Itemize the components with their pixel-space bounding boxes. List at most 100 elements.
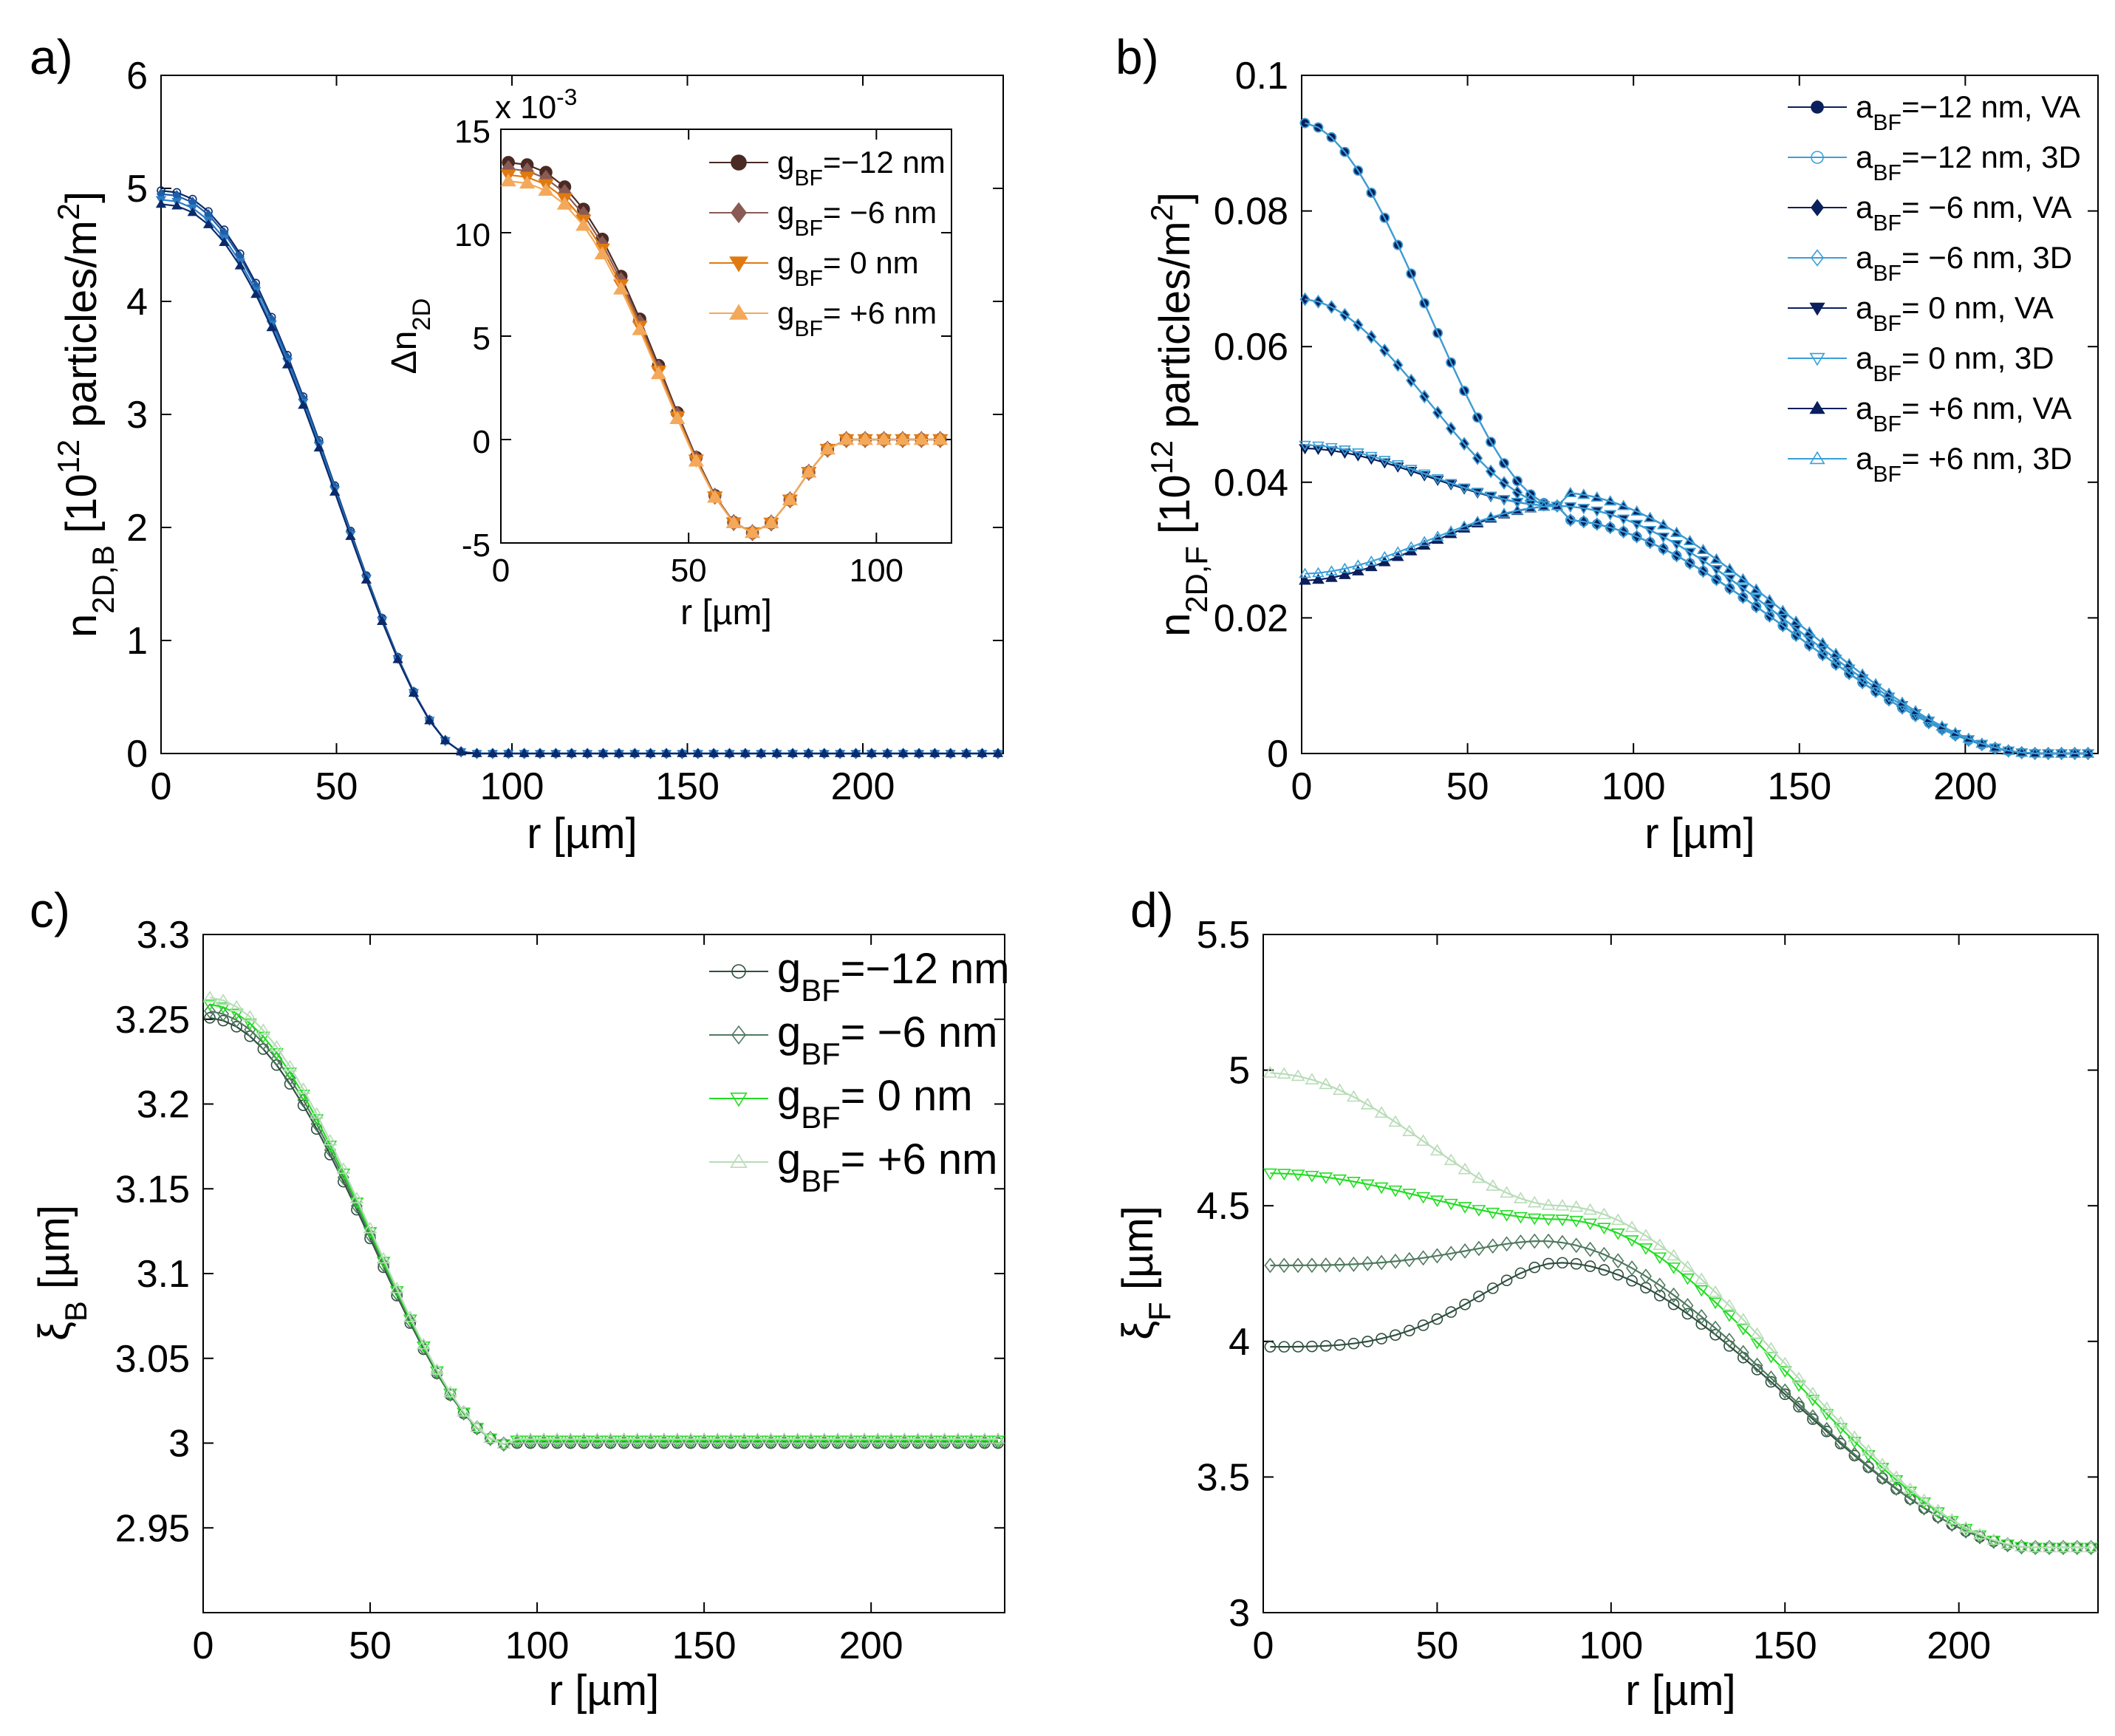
legend-text-part: BF <box>801 973 840 1008</box>
series-3-marker <box>1791 1371 1806 1384</box>
series-2-marker <box>470 1423 485 1435</box>
legend-text-part: BF <box>1873 161 1902 185</box>
series-5-marker <box>1511 497 1524 508</box>
series-2-marker <box>790 1435 805 1448</box>
series-2-marker <box>1777 1366 1792 1378</box>
legend-text-part: BF <box>1873 362 1902 386</box>
inset-series-3-marker <box>500 173 516 187</box>
series-3-marker <box>550 1432 564 1444</box>
series-3-marker <box>349 1192 364 1203</box>
inset-series-3-marker <box>519 175 536 189</box>
inset-series-3-marker <box>688 453 704 467</box>
series-7-marker <box>1989 741 2002 752</box>
series-7-marker <box>1564 487 1577 497</box>
series-0-marker <box>1473 1291 1485 1302</box>
series-0-marker <box>1695 1318 1708 1330</box>
y-tick-label: 3.05 <box>115 1338 190 1381</box>
series-5-marker <box>1723 574 1736 585</box>
series-5-marker <box>1684 547 1696 558</box>
inset-series-3-line <box>508 180 940 534</box>
y-axis-label: ξB [µm] <box>30 1205 93 1341</box>
series-2-marker <box>496 1439 511 1452</box>
series-2-marker <box>1653 1252 1667 1265</box>
series-5-marker <box>1617 514 1630 525</box>
series-5-marker <box>1524 499 1537 510</box>
series-7-marker <box>1829 647 1842 658</box>
series-5-marker <box>1339 445 1351 456</box>
series-3-marker <box>739 748 751 757</box>
series-2-marker <box>1416 1192 1431 1204</box>
series-3-marker <box>1861 1444 1876 1456</box>
series-1-marker <box>1709 1320 1722 1336</box>
y-axis-label-part: particles/m <box>58 220 106 440</box>
series-3-marker <box>1333 1083 1347 1096</box>
legend-text-part: a <box>1856 190 1873 225</box>
y-tick-label: 4 <box>1229 1321 1250 1364</box>
series-3-marker <box>483 1431 498 1443</box>
series-2-marker <box>910 1435 925 1448</box>
series-7-marker <box>1511 504 1524 515</box>
panel-label-a: a) <box>30 30 73 84</box>
series-3-marker <box>1671 549 1682 563</box>
series-3-marker <box>283 1059 298 1072</box>
series-5-marker <box>1564 502 1577 513</box>
series-5-marker <box>1670 540 1683 550</box>
y-tick-label: 4.5 <box>1197 1185 1250 1228</box>
series-3-marker <box>296 1082 311 1094</box>
series-7-marker <box>1882 687 1896 698</box>
series-2-marker <box>550 1435 564 1448</box>
series-5-marker <box>1299 440 1311 451</box>
series-0-marker <box>1306 1340 1318 1353</box>
series-3-marker <box>576 1432 591 1444</box>
x-tick-label: 100 <box>505 1624 570 1667</box>
series-0-marker <box>1376 1333 1387 1344</box>
y-tick-label: 3 <box>168 1423 190 1466</box>
legend-marker <box>730 1093 748 1107</box>
inset-x-label: r [µm] <box>680 593 772 632</box>
series-2-marker <box>697 1435 711 1448</box>
series-7-marker <box>1949 726 1962 737</box>
series-3-marker <box>1986 1533 2001 1545</box>
legend-text: aBF=−12 nm, 3D <box>1856 140 2081 185</box>
series-1-marker <box>297 1092 310 1108</box>
series-3-marker <box>1831 657 1842 671</box>
series-6-marker <box>1325 571 1338 582</box>
series-3-marker <box>219 237 230 246</box>
y-tick-label: 5 <box>473 321 491 357</box>
series-0-marker <box>1709 1328 1721 1341</box>
series-7-marker <box>1896 697 1909 707</box>
series-1-marker <box>1313 122 1324 133</box>
series-2-marker <box>1291 1169 1305 1181</box>
y-tick-label: 5 <box>1229 1050 1250 1093</box>
series-7-marker <box>1975 737 1989 748</box>
series-3-marker <box>1736 1313 1751 1325</box>
series-3-marker <box>443 1385 458 1398</box>
y-tick-label: 2.95 <box>115 1507 190 1550</box>
series-1-marker <box>1299 117 1311 129</box>
inset-legend-text-part: g <box>777 195 794 230</box>
series-5-marker <box>1604 510 1617 521</box>
y-axis-label-part: 12 <box>1144 440 1179 474</box>
series-5-line <box>1305 444 2088 755</box>
panel-c-chart: 0 50 100 150 200 2.95 3 3.05 3.1 3.15 3.2 3.25 3.3 r … <box>30 914 1010 1715</box>
series-3-marker <box>1875 1458 1890 1469</box>
y-tick-label: 3.15 <box>115 1168 190 1211</box>
series-2-marker <box>216 1002 230 1014</box>
series-2-marker <box>1500 1210 1514 1222</box>
y-tick-label: 5.5 <box>1197 914 1250 957</box>
series-0-marker <box>1542 1257 1554 1270</box>
series-3-marker <box>1432 406 1443 420</box>
series-3-marker <box>1486 1179 1500 1191</box>
series-1-marker <box>1486 437 1496 447</box>
series-6-marker <box>1352 565 1364 575</box>
legend-marker <box>1810 249 1825 267</box>
series-3-marker <box>1930 1503 1945 1516</box>
series-5-marker <box>1391 460 1404 471</box>
inset-series-3-marker <box>819 441 836 455</box>
series-3-marker <box>1416 1134 1431 1146</box>
series-3-marker <box>1653 1238 1667 1251</box>
series-3-line <box>160 203 998 755</box>
x-axis-label: r [µm] <box>527 810 637 858</box>
series-3-marker <box>470 1420 485 1432</box>
series-3-marker <box>834 748 846 757</box>
